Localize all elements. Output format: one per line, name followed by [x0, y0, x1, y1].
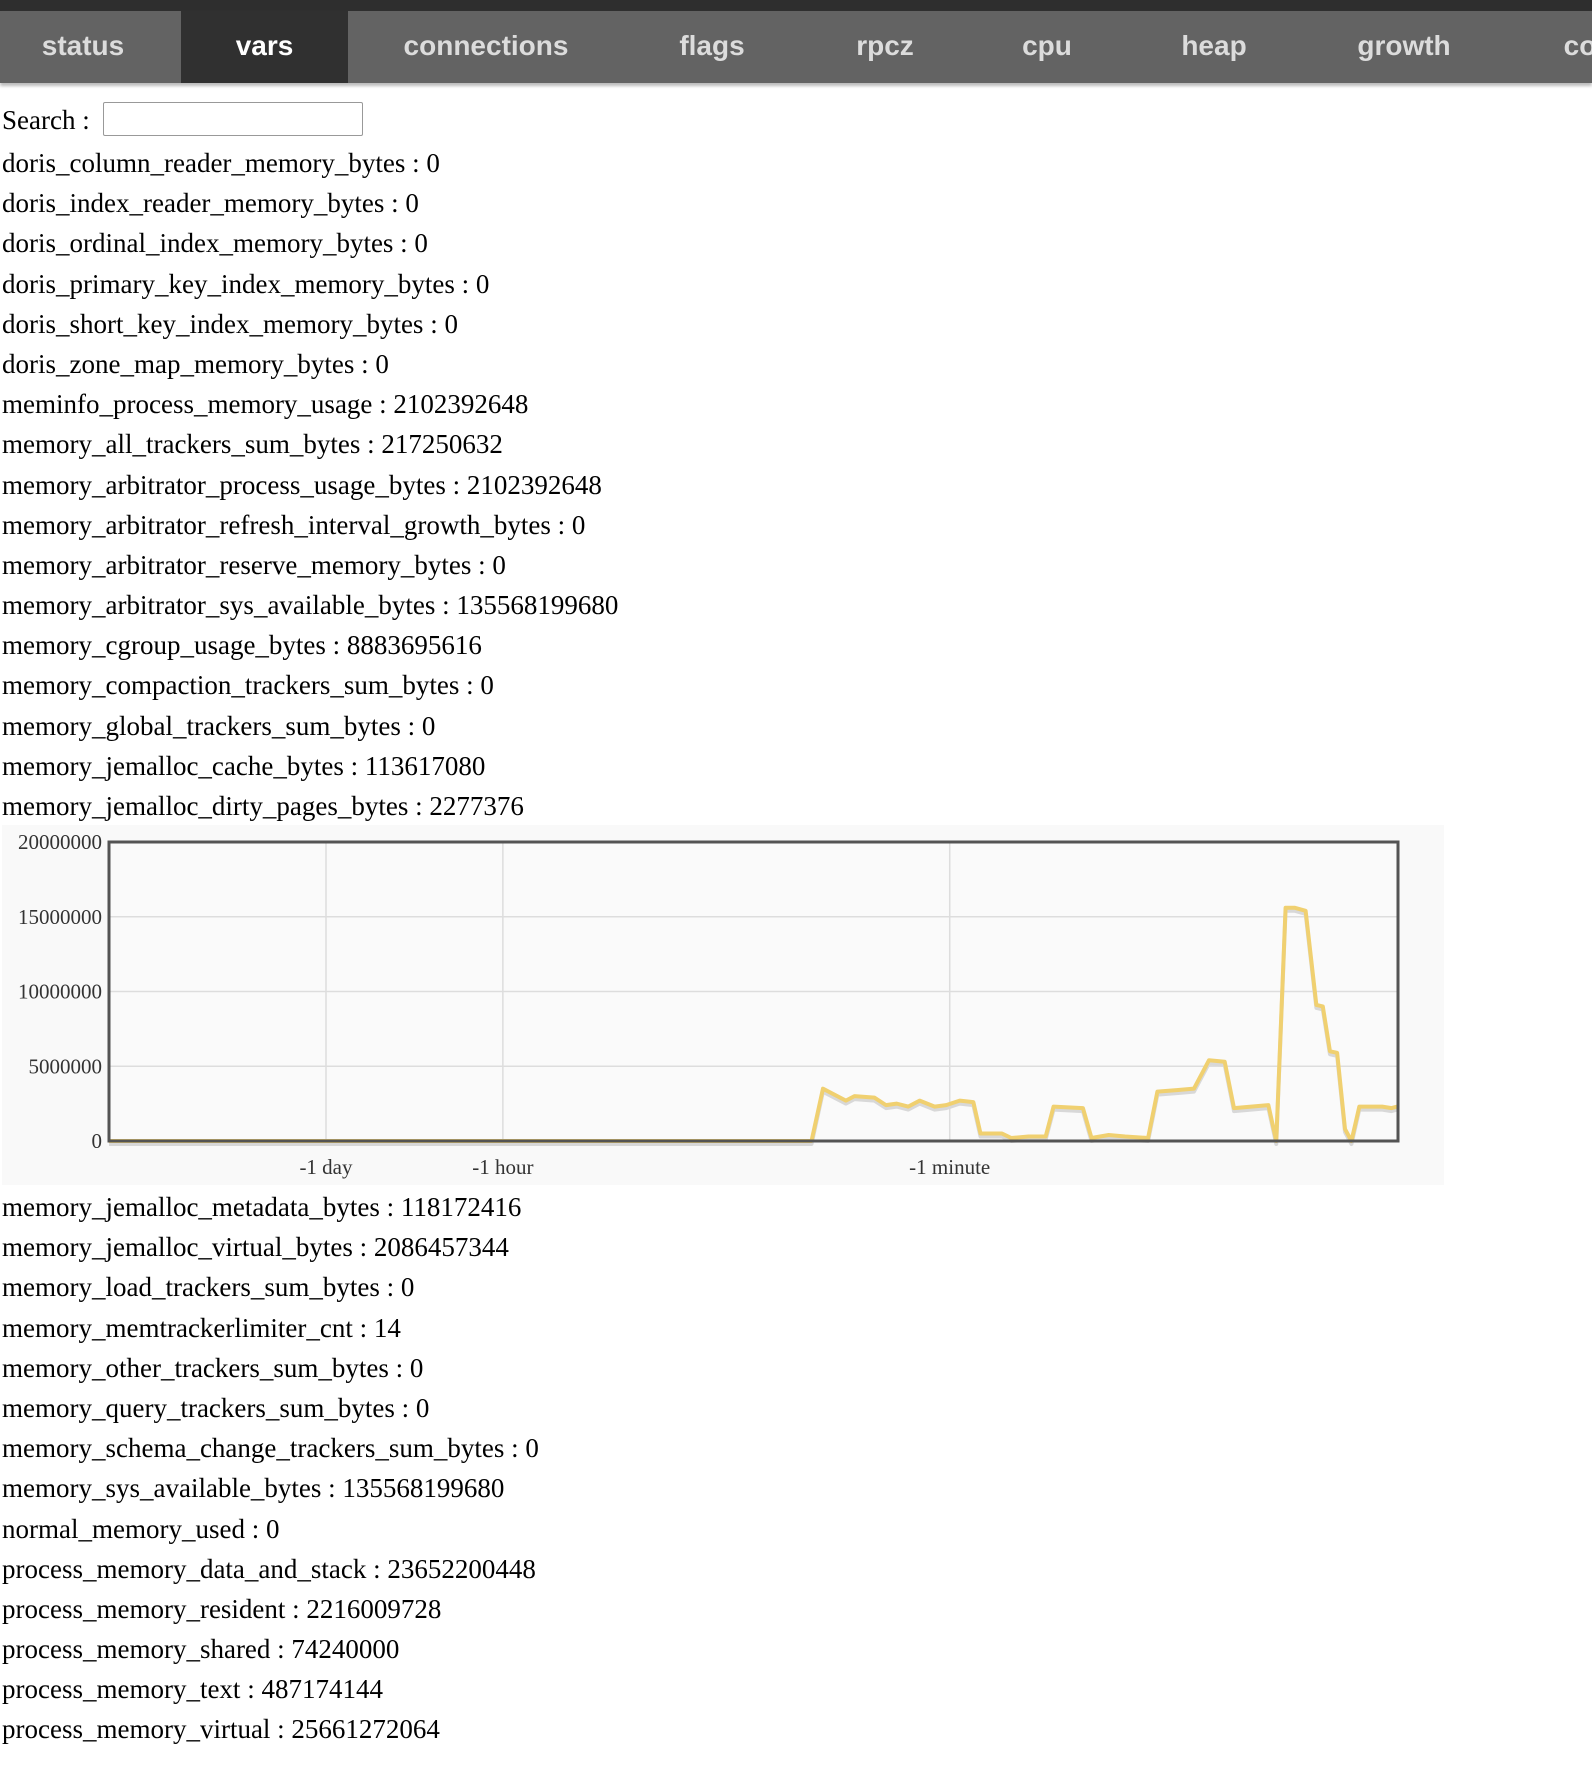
var-item: memory_jemalloc_virtual_bytes : 20864573… — [2, 1232, 509, 1263]
tab-connections[interactable]: connections — [403, 30, 569, 61]
tab-flags[interactable]: flags — [679, 30, 745, 61]
var-item: doris_index_reader_memory_bytes : 0 — [2, 188, 419, 219]
nav-tabs: status vars connections flags rpcz cpu heap gro… — [0, 11, 1592, 83]
var-item: memory_other_trackers_sum_bytes : 0 — [2, 1352, 424, 1383]
y-tick-label: 20000000 — [18, 830, 102, 854]
var-item: memory_jemalloc_metadata_bytes : 1181724… — [2, 1192, 522, 1222]
var-item: process_memory_virtual : 25661272064 — [2, 1714, 440, 1745]
vars-list: doris_column_reader_memory_bytes : 0 dori… — [2, 143, 618, 826]
x-tick-label: -1 day — [299, 1155, 353, 1179]
x-tick-label: -1 hour — [472, 1155, 533, 1179]
search-input[interactable] — [103, 102, 363, 136]
tab-cpu[interactable]: cpu — [1022, 30, 1072, 61]
var-item: memory_arbitrator_reserve_memory_bytes :… — [2, 549, 506, 580]
var-item: doris_column_reader_memory_bytes : 0 — [2, 148, 440, 178]
top-bar — [0, 0, 1592, 11]
search-row: Search : — [2, 100, 363, 140]
plot-border — [107, 840, 1400, 1143]
var-item: memory_arbitrator_process_usage_bytes : … — [2, 469, 602, 500]
tab-growth[interactable]: growth — [1357, 30, 1451, 61]
tab-co[interactable]: co — [1563, 30, 1592, 61]
y-tick-label: 15000000 — [18, 905, 102, 929]
var-item: doris_ordinal_index_memory_bytes : 0 — [2, 228, 428, 259]
tab-status[interactable]: status — [41, 30, 125, 61]
var-item: memory_all_trackers_sum_bytes : 21725063… — [2, 429, 503, 460]
var-item: memory_query_trackers_sum_bytes : 0 — [2, 1392, 430, 1423]
var-item: memory_jemalloc_dirty_pages_bytes : 2277… — [2, 791, 524, 821]
var-item: memory_compaction_trackers_sum_bytes : 0 — [2, 670, 494, 701]
var-item: doris_zone_map_memory_bytes : 0 — [2, 348, 389, 379]
tab-heap[interactable]: heap — [1181, 30, 1247, 61]
y-tick-label: 10000000 — [18, 980, 102, 1004]
var-item: process_memory_text : 487174144 — [2, 1674, 383, 1705]
tab-rpcz[interactable]: rpcz — [856, 30, 914, 61]
var-item: process_memory_shared : 74240000 — [2, 1634, 400, 1665]
var-item: process_memory_data_and_stack : 23652200… — [2, 1553, 536, 1584]
var-item: process_memory_resident : 2216009728 — [2, 1593, 442, 1624]
y-tick-label: 0 — [92, 1129, 103, 1153]
var-item: memory_schema_change_trackers_sum_bytes … — [2, 1433, 539, 1464]
var-item: memory_sys_available_bytes : 13556819968… — [2, 1473, 505, 1504]
var-item: meminfo_process_memory_usage : 210239264… — [2, 389, 529, 420]
search-label: Search : — [2, 105, 90, 135]
tab-vars[interactable]: vars — [181, 11, 348, 83]
var-item: normal_memory_used : 0 — [2, 1513, 280, 1544]
x-tick-label: -1 minute — [909, 1155, 990, 1179]
var-item: memory_global_trackers_sum_bytes : 0 — [2, 710, 436, 741]
var-item: memory_load_trackers_sum_bytes : 0 — [2, 1272, 415, 1303]
var-item: doris_short_key_index_memory_bytes : 0 — [2, 308, 458, 339]
var-item: memory_arbitrator_refresh_interval_growt… — [2, 509, 586, 540]
var-item: memory_cgroup_usage_bytes : 8883695616 — [2, 630, 482, 661]
var-item: memory_jemalloc_cache_bytes : 113617080 — [2, 750, 486, 781]
vars-list: memory_jemalloc_metadata_bytes : 1181724… — [2, 1187, 539, 1750]
var-item: memory_memtrackerlimiter_cnt : 14 — [2, 1312, 401, 1343]
var-item: doris_primary_key_index_memory_bytes : 0 — [2, 268, 490, 299]
memory-jemalloc-dirty-pages-chart: 20000000 15000000 10000000 5000000 0 -1 day -1… — [2, 825, 1444, 1185]
series-line — [109, 905, 1398, 1143]
y-tick-label: 5000000 — [29, 1054, 103, 1078]
var-item: memory_arbitrator_sys_available_bytes : … — [2, 590, 619, 621]
